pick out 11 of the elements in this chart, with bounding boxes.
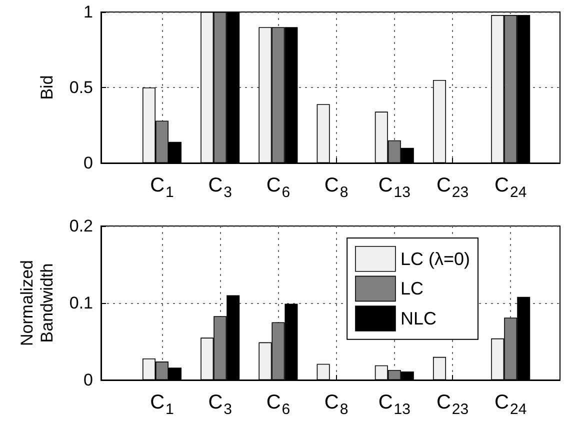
legend-label: NLC bbox=[400, 308, 436, 328]
legend-label: LC (λ=0) bbox=[400, 248, 470, 269]
y-tick-label: 0.2 bbox=[69, 216, 93, 236]
y-axis-title: Bid bbox=[38, 75, 56, 100]
y-tick-label: 0.5 bbox=[69, 78, 93, 97]
legend-label: LC bbox=[400, 278, 424, 299]
y-tick-label: 0 bbox=[84, 154, 93, 172]
y-tick-label: 0 bbox=[84, 370, 93, 390]
y-tick-label: 1 bbox=[84, 2, 93, 22]
y-tick-label: 0.1 bbox=[69, 294, 93, 312]
y-axis-title: Normalized Bandwidth bbox=[18, 260, 56, 346]
